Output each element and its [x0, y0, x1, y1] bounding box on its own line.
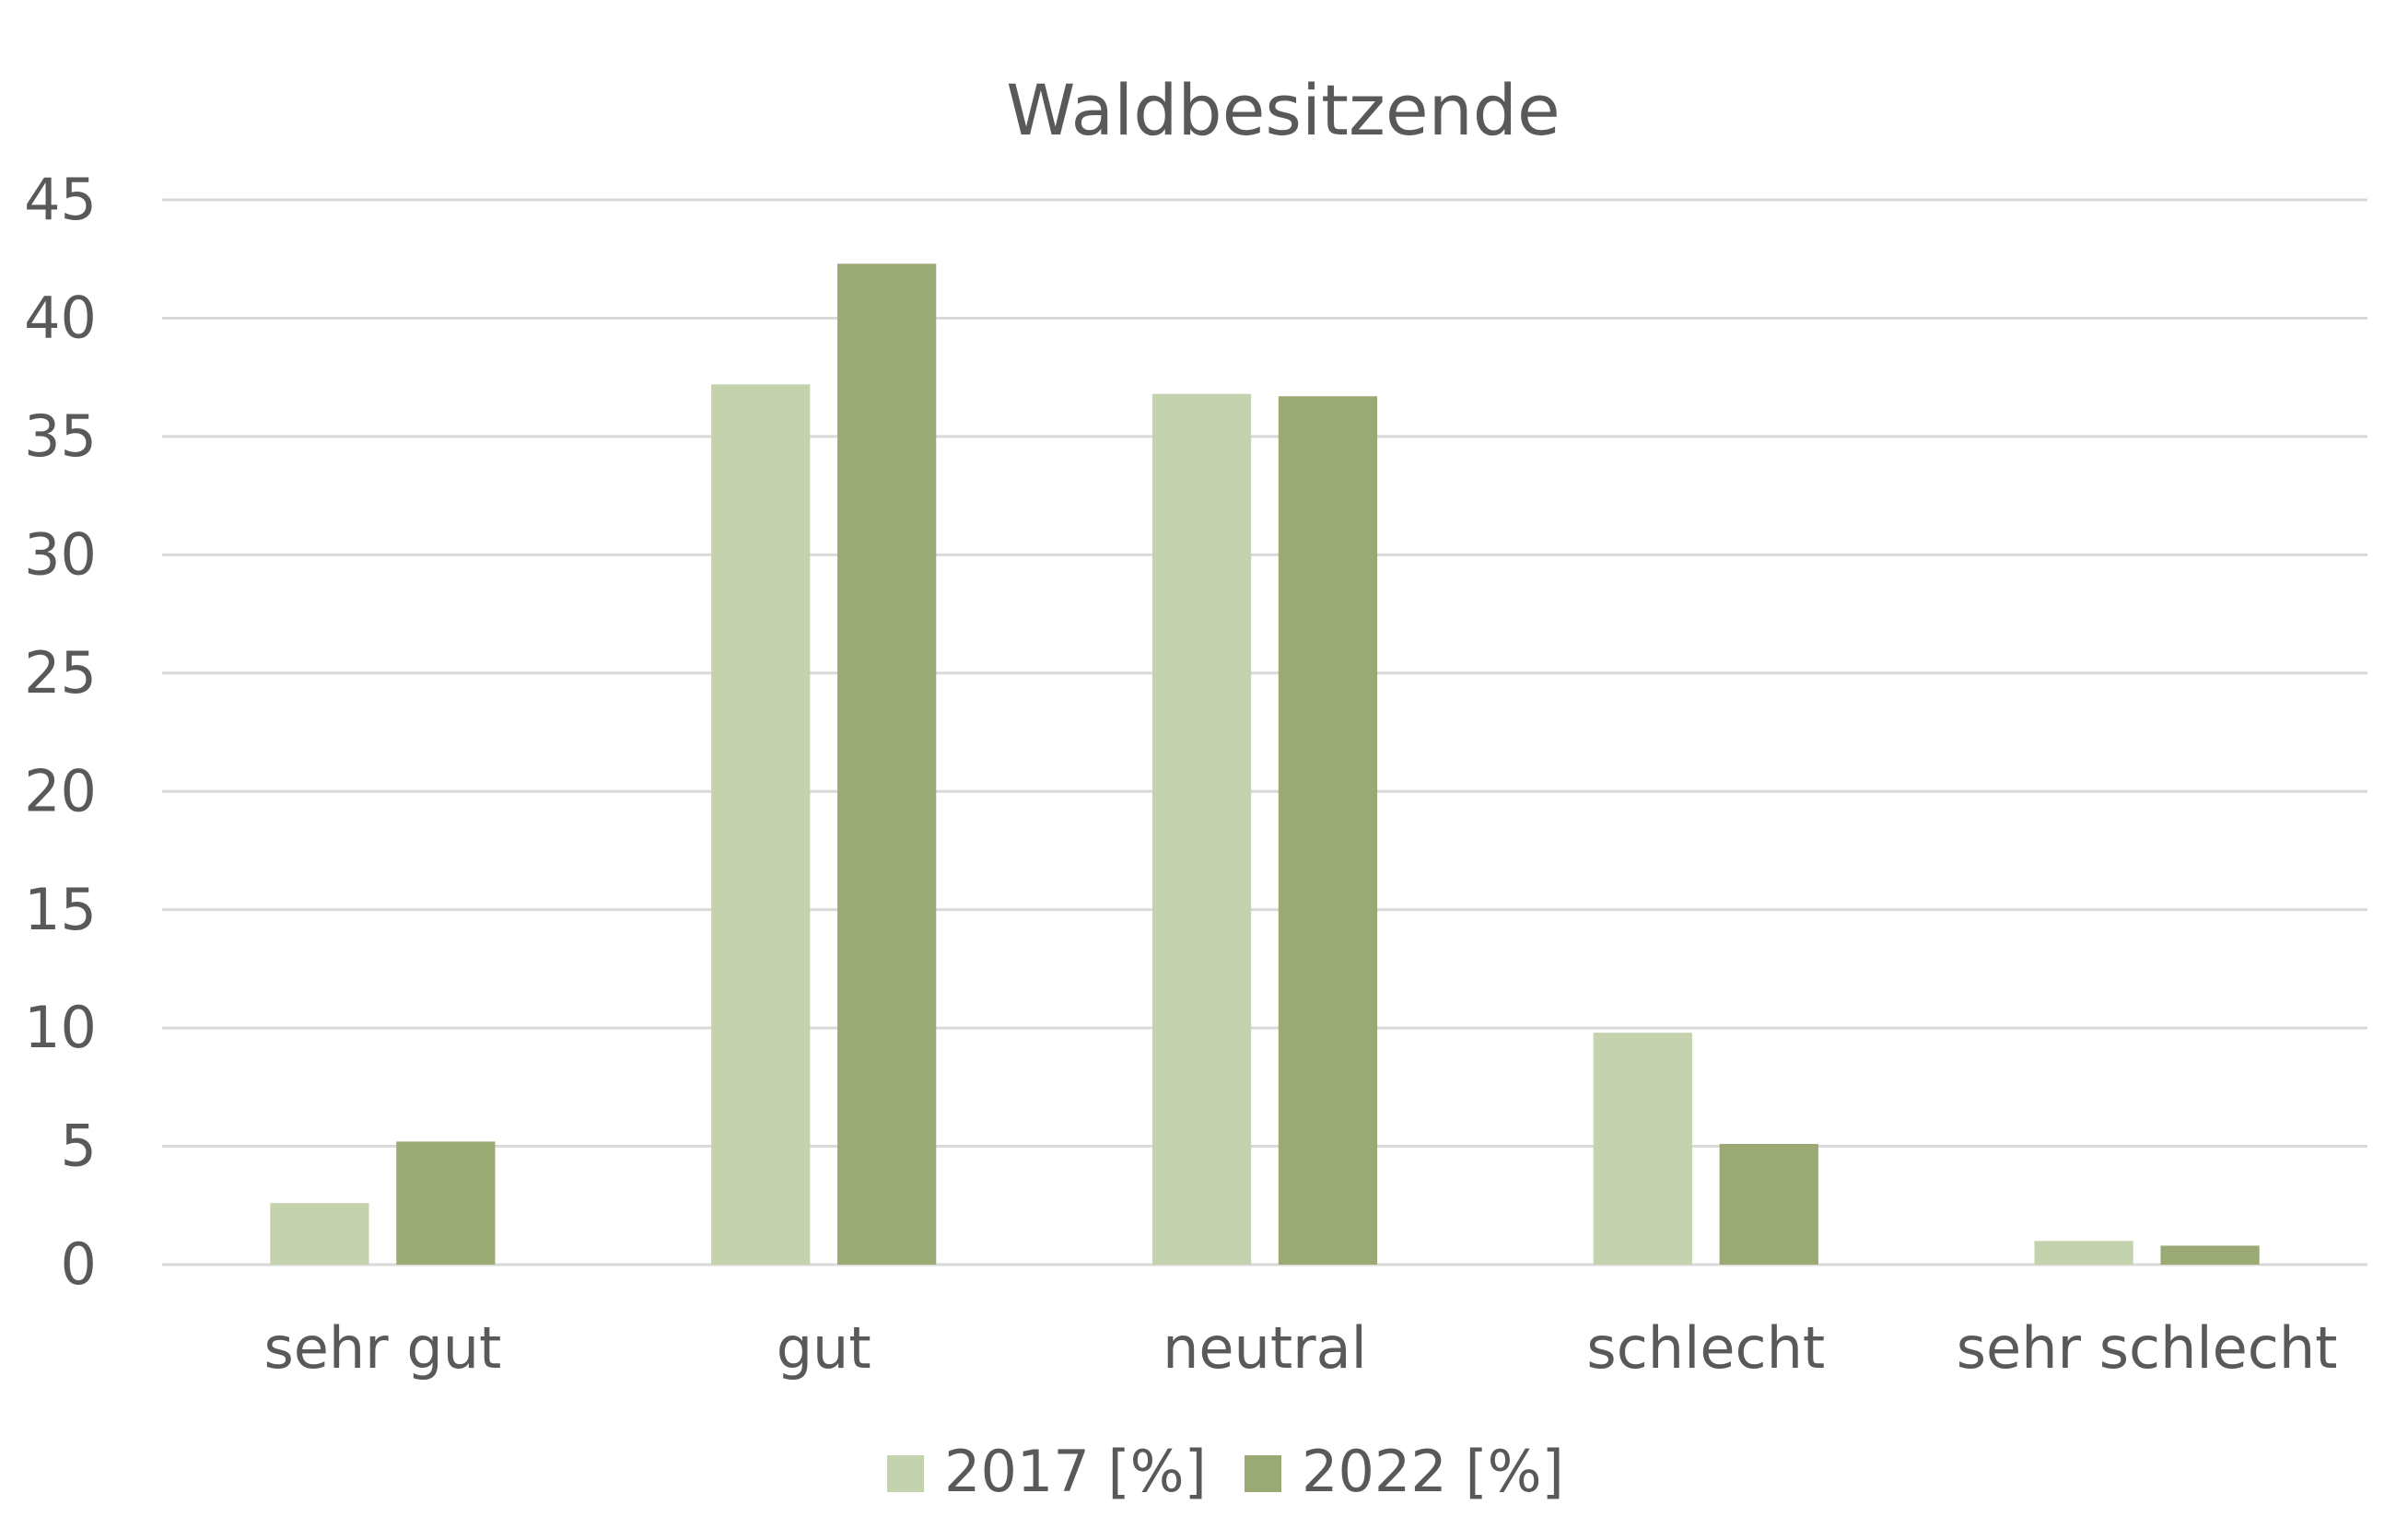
y-tick-label: 35 [24, 402, 97, 470]
x-tick-label: gut [777, 1314, 871, 1382]
y-tick-label: 30 [24, 520, 97, 588]
bar [1151, 393, 1252, 1265]
bar [396, 1141, 496, 1265]
y-tick-label: 5 [61, 1113, 97, 1180]
bar [2160, 1245, 2260, 1265]
x-tick-label: sehr gut [263, 1314, 501, 1382]
y-tick-label: 25 [24, 639, 97, 706]
y-tick-label: 10 [24, 994, 97, 1061]
y-tick-label: 40 [24, 285, 97, 352]
bar [1719, 1143, 1818, 1265]
y-tick-label: 20 [24, 757, 97, 824]
legend-label: 2017 [%] [944, 1438, 1207, 1505]
x-tick-label: schlecht [1586, 1314, 1825, 1382]
y-tick-label: 45 [24, 166, 97, 233]
bar [837, 263, 937, 1265]
chart-title: Waldbesitzende [1006, 69, 1560, 151]
bar [1278, 396, 1378, 1265]
y-tick-label: 0 [61, 1231, 97, 1298]
bar [2034, 1241, 2133, 1265]
bar [270, 1203, 369, 1265]
legend-label: 2022 [%] [1302, 1438, 1564, 1505]
legend-swatch [887, 1455, 924, 1492]
bar [1593, 1032, 1692, 1265]
legend-swatch [1245, 1455, 1281, 1492]
x-tick-label: neutral [1163, 1314, 1367, 1382]
bar [711, 384, 811, 1266]
y-tick-label: 15 [24, 876, 97, 943]
x-tick-label: sehr schlecht [1957, 1314, 2338, 1382]
